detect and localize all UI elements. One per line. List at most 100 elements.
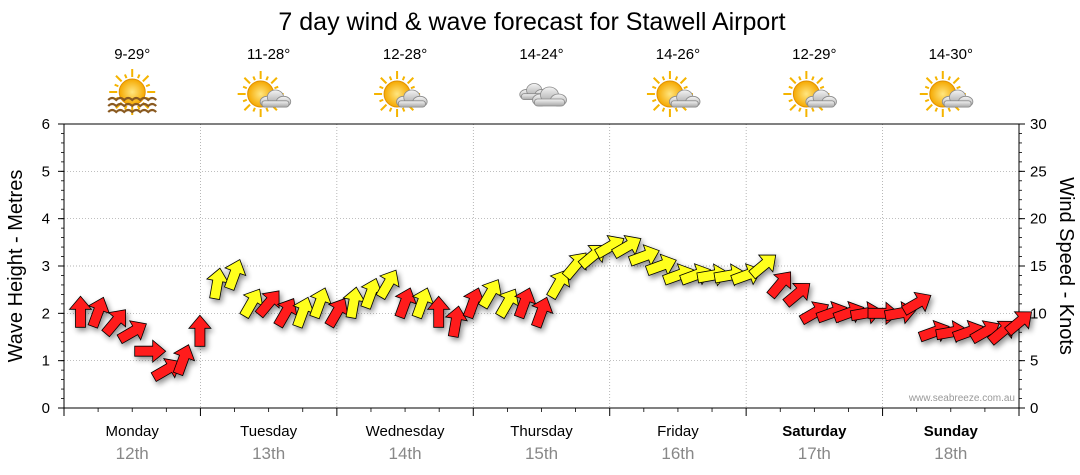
sun-ray xyxy=(274,85,279,90)
right-tick-label: 5 xyxy=(1030,353,1038,370)
day-date-label: 15th xyxy=(525,444,558,463)
wind-arrow xyxy=(254,290,280,319)
sun-ray xyxy=(137,105,141,110)
day-temperature: 12-29° xyxy=(792,46,836,63)
sun-ray xyxy=(661,76,666,81)
wind-arrow xyxy=(782,282,811,308)
day-temperature: 14-30° xyxy=(929,46,973,63)
sun-ray xyxy=(819,85,825,90)
left-tick-label: 3 xyxy=(42,258,50,275)
wind-arrow xyxy=(101,309,127,338)
haze-line xyxy=(107,108,157,114)
sun-ray xyxy=(651,85,657,90)
sun-ray xyxy=(388,76,393,81)
right-tick-label: 30 xyxy=(1030,116,1047,133)
grid-lines xyxy=(64,124,1019,408)
cloud-shape xyxy=(805,89,837,108)
sun-ray xyxy=(388,107,393,112)
day-date-label: 17th xyxy=(798,444,831,463)
cloud-base xyxy=(397,100,426,108)
sun-ray xyxy=(265,76,269,81)
sun-ray xyxy=(142,75,150,83)
wind-arrow xyxy=(273,298,298,329)
sun-ray xyxy=(401,107,406,112)
wind-arrow xyxy=(1003,311,1032,337)
sun-ray xyxy=(265,107,269,112)
sun-ray xyxy=(798,107,802,112)
day-name-label: Monday xyxy=(106,423,160,440)
sun-ray xyxy=(410,85,416,90)
sun-ray xyxy=(788,85,793,90)
day-temperature: 11-28° xyxy=(247,46,290,63)
sun-ray xyxy=(114,83,119,88)
sun-haze-icon xyxy=(107,69,157,115)
wind-arrow xyxy=(546,269,571,301)
wind-arrows xyxy=(68,235,1032,382)
wind-arrow xyxy=(426,295,451,328)
sun-ray xyxy=(270,77,278,85)
wind-arrow xyxy=(87,296,110,329)
sun-ray xyxy=(956,85,961,90)
sun-ray xyxy=(380,77,388,85)
sun-ray xyxy=(947,107,951,112)
sun-ray xyxy=(652,103,661,111)
cloud-shape xyxy=(941,89,974,108)
wind-arrow xyxy=(531,296,554,329)
sun-ray xyxy=(651,98,657,103)
sun-cloud-icon xyxy=(374,71,428,117)
wind-arrow xyxy=(375,269,400,301)
day-temperature: 14-24° xyxy=(519,46,563,63)
wind-arrow xyxy=(513,287,537,320)
day-date-label: 18th xyxy=(934,444,967,463)
wind-arrow xyxy=(748,254,777,280)
sun-ray xyxy=(124,74,128,79)
sun-cloud-icon xyxy=(646,71,701,117)
cloud-base xyxy=(261,100,290,108)
sun-ray xyxy=(252,107,256,112)
sun-ray xyxy=(243,103,251,111)
haze-line xyxy=(107,96,157,102)
wind-arrow xyxy=(611,235,642,259)
cloud-shape xyxy=(669,89,701,108)
cloud-base xyxy=(943,100,972,108)
wind-arrow xyxy=(172,344,196,377)
sun-ray xyxy=(952,77,960,85)
sun-ray xyxy=(661,107,666,112)
left-tick-label: 5 xyxy=(42,163,50,180)
sun-ray xyxy=(124,105,128,110)
sun-ray xyxy=(788,98,793,103)
day-date-label: 13th xyxy=(252,444,285,463)
wind-arrow xyxy=(394,287,417,320)
sun-ray xyxy=(401,76,406,81)
day-name-label: Tuesday xyxy=(240,423,297,440)
sun-ray xyxy=(243,77,251,85)
sun-ray xyxy=(379,98,384,103)
day-temperature: 14-26° xyxy=(656,46,700,63)
wind-arrow xyxy=(150,358,182,382)
wind-arrow xyxy=(68,295,93,328)
cloud-base xyxy=(807,100,836,108)
wind-arrow xyxy=(134,339,167,364)
sun-ray xyxy=(934,107,938,112)
chart-title: 7 day wind & wave forecast for Stawell A… xyxy=(278,8,785,36)
right-tick-label: 0 xyxy=(1030,400,1038,417)
wind-arrow xyxy=(188,314,212,347)
day-date-label: 12th xyxy=(116,444,149,463)
wind-arrow xyxy=(495,288,519,320)
day-name-label: Wednesday xyxy=(366,423,445,440)
right-tick-label: 10 xyxy=(1030,305,1047,322)
sun-ray xyxy=(242,85,248,90)
left-axis-title: Wave Height - Metres xyxy=(5,170,27,363)
day-name-label: Sunday xyxy=(924,423,979,440)
wind-arrow xyxy=(901,291,932,316)
sun-ray xyxy=(934,76,938,81)
cloud-shape xyxy=(532,86,567,107)
left-tick-label: 1 xyxy=(42,353,50,370)
left-axis: 0 1 2 3 4 5 6 xyxy=(42,116,64,417)
day-date-label: 16th xyxy=(661,444,694,463)
sun-cloud-icon xyxy=(919,71,974,117)
sun-ray xyxy=(679,77,687,85)
sun-ray xyxy=(924,85,930,90)
wind-arrow xyxy=(116,320,147,345)
left-tick-label: 0 xyxy=(42,400,50,417)
